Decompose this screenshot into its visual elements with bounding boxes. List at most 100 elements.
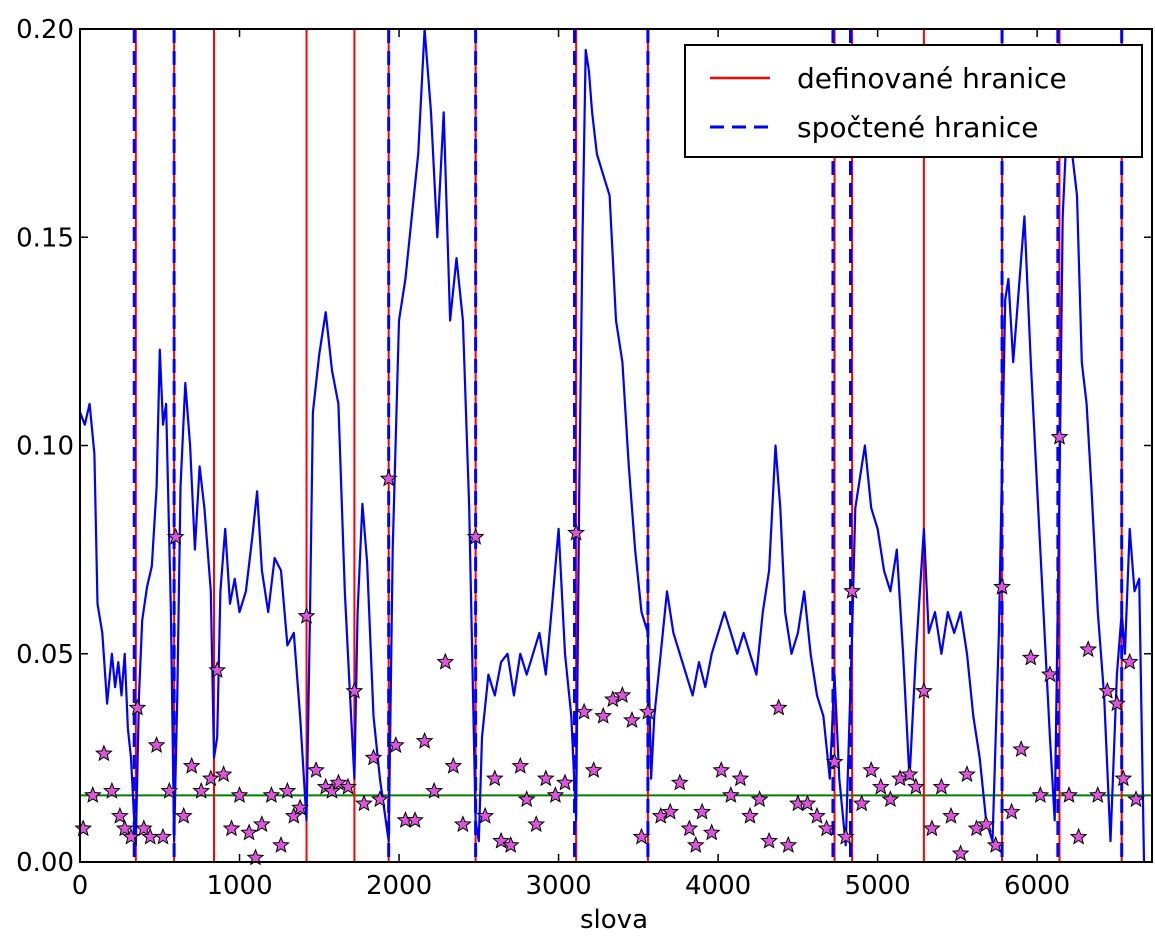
star-point-50 bbox=[476, 806, 495, 824]
star-point-36 bbox=[345, 681, 364, 699]
x-tick-label-5: 5000 bbox=[845, 871, 911, 901]
x-axis-label: slova bbox=[580, 905, 648, 935]
star-point-94 bbox=[881, 790, 900, 808]
star-point-90 bbox=[843, 581, 861, 599]
star-point-54 bbox=[511, 756, 530, 774]
star-point-91 bbox=[852, 794, 871, 812]
star-point-0 bbox=[74, 819, 93, 837]
star-point-110 bbox=[1021, 648, 1040, 666]
star-point-7 bbox=[128, 698, 147, 716]
star-point-120 bbox=[1114, 769, 1133, 787]
star-point-88 bbox=[825, 752, 844, 770]
star-point-53 bbox=[501, 835, 520, 853]
star-point-111 bbox=[1031, 786, 1050, 803]
star-point-35 bbox=[339, 777, 357, 795]
star-point-1 bbox=[83, 786, 102, 803]
legend-box bbox=[684, 44, 1143, 158]
star-point-48 bbox=[453, 815, 472, 833]
star-point-68 bbox=[639, 702, 657, 720]
star-point-21 bbox=[230, 786, 249, 803]
star-point-15 bbox=[182, 756, 201, 774]
star-point-101 bbox=[942, 806, 960, 824]
x-tick-label-4: 4000 bbox=[685, 871, 751, 901]
star-point-62 bbox=[584, 761, 603, 778]
x-tick-label-3: 3000 bbox=[525, 871, 591, 901]
star-point-79 bbox=[741, 806, 759, 824]
star-point-20 bbox=[222, 819, 241, 837]
star-point-60 bbox=[567, 523, 585, 541]
y-tick-label-1: 0.05 bbox=[16, 640, 74, 670]
star-point-25 bbox=[262, 786, 281, 803]
star-point-85 bbox=[798, 794, 817, 812]
star-point-82 bbox=[769, 698, 788, 716]
star-point-44 bbox=[415, 731, 434, 749]
star-point-78 bbox=[731, 769, 750, 787]
star-point-38 bbox=[364, 748, 383, 766]
legend-label-computed: spočtené hranice bbox=[797, 111, 1039, 144]
star-point-99 bbox=[922, 819, 941, 837]
star-point-19 bbox=[214, 765, 233, 783]
y-tick-label-4: 0.20 bbox=[16, 15, 74, 45]
star-point-112 bbox=[1041, 665, 1059, 683]
star-point-109 bbox=[1012, 740, 1031, 758]
star-point-22 bbox=[240, 823, 258, 841]
star-point-27 bbox=[278, 781, 297, 799]
series-line-curve bbox=[80, 29, 1146, 862]
star-point-56 bbox=[527, 815, 546, 833]
star-point-30 bbox=[297, 606, 316, 624]
x-tick-label-2: 2000 bbox=[366, 871, 432, 901]
star-point-28 bbox=[284, 806, 303, 824]
star-point-10 bbox=[147, 736, 166, 754]
y-tick-label-2: 0.10 bbox=[16, 432, 74, 462]
star-point-67 bbox=[632, 827, 651, 845]
star-point-47 bbox=[444, 756, 463, 774]
star-point-3 bbox=[103, 781, 121, 799]
star-point-93 bbox=[871, 777, 890, 795]
star-point-113 bbox=[1050, 427, 1069, 445]
y-tick-label-3: 0.15 bbox=[16, 223, 74, 253]
star-point-117 bbox=[1088, 786, 1107, 803]
star-point-18 bbox=[208, 661, 227, 679]
star-point-65 bbox=[613, 686, 632, 704]
star-point-115 bbox=[1069, 827, 1088, 845]
star-point-40 bbox=[379, 469, 398, 487]
star-point-107 bbox=[993, 577, 1011, 595]
star-point-6 bbox=[122, 827, 140, 845]
star-point-37 bbox=[355, 794, 373, 812]
star-point-72 bbox=[680, 819, 699, 837]
x-tick-label-0: 0 bbox=[72, 871, 89, 901]
star-point-61 bbox=[575, 702, 593, 720]
star-point-24 bbox=[252, 815, 271, 833]
star-point-118 bbox=[1098, 681, 1117, 699]
star-point-5 bbox=[115, 819, 134, 837]
star-point-51 bbox=[485, 769, 504, 787]
star-point-33 bbox=[323, 781, 341, 799]
star-point-26 bbox=[272, 835, 290, 853]
star-point-45 bbox=[425, 781, 444, 799]
star-point-74 bbox=[693, 802, 712, 820]
star-point-41 bbox=[386, 736, 405, 754]
star-point-55 bbox=[517, 790, 536, 808]
star-point-4 bbox=[111, 806, 129, 824]
plot-area bbox=[80, 29, 1152, 862]
star-point-52 bbox=[492, 831, 511, 849]
star-point-77 bbox=[721, 786, 740, 803]
star-point-75 bbox=[702, 823, 721, 841]
star-point-29 bbox=[291, 798, 310, 816]
star-point-49 bbox=[466, 527, 485, 545]
star-point-108 bbox=[1002, 802, 1021, 820]
x-tick-label-1: 1000 bbox=[206, 871, 272, 901]
star-point-114 bbox=[1060, 786, 1078, 803]
star-point-92 bbox=[862, 761, 881, 778]
star-point-71 bbox=[670, 773, 689, 791]
star-point-31 bbox=[307, 761, 325, 778]
star-point-83 bbox=[779, 835, 798, 853]
star-point-76 bbox=[712, 761, 731, 778]
star-point-8 bbox=[134, 819, 153, 837]
star-point-39 bbox=[371, 790, 389, 808]
y-tick-label-0: 0.00 bbox=[16, 848, 74, 878]
star-point-116 bbox=[1079, 640, 1098, 658]
star-point-100 bbox=[932, 777, 951, 795]
star-point-70 bbox=[661, 802, 680, 820]
